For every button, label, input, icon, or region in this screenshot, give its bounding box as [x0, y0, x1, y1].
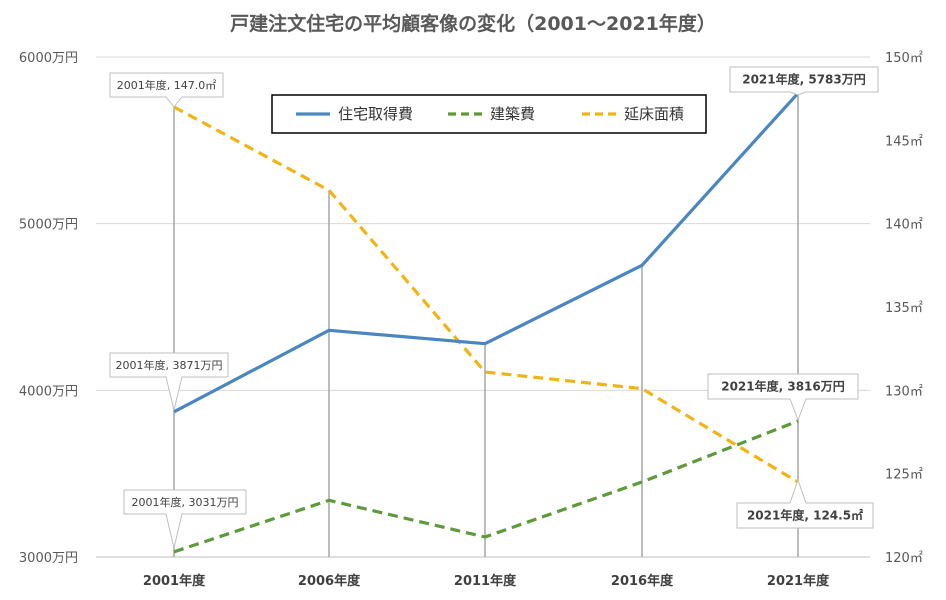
y-right-tick-label: 130㎡ — [885, 384, 923, 399]
y-right-tick-label: 135㎡ — [885, 301, 923, 316]
callout: 2021年度, 5783万円 — [729, 66, 879, 96]
callout-box — [123, 489, 247, 549]
legend-box — [271, 94, 707, 134]
category-lines — [173, 93, 799, 557]
callout-label: 2021年度, 5783万円 — [742, 72, 866, 87]
data-callouts: 2001年度, 147.0㎡ 2001年度, 3871万円 2001年度, 3031… — [109, 66, 879, 549]
x-tick-label: 2006年度 — [298, 573, 361, 589]
x-axis: 2001年度 2006年度 2011年度 2016年度 2021年度 — [143, 573, 830, 589]
callout-label: 2001年度, 3871万円 — [116, 358, 223, 372]
callout: 2001年度, 3871万円 — [109, 352, 229, 411]
y-axis-left: 6000万円 5000万円 4000万円 3000万円 — [19, 51, 78, 566]
x-tick-label: 2016年度 — [611, 573, 674, 589]
callout-box — [736, 478, 874, 529]
x-tick-label: 2001年度 — [143, 573, 206, 589]
legend-label-0: 住宅取得費 — [338, 105, 413, 123]
y-right-tick-label: 140㎡ — [885, 218, 923, 233]
callout-label: 2001年度, 3031万円 — [132, 495, 239, 509]
y-right-tick-label: 145㎡ — [885, 134, 923, 149]
callout: 2001年度, 3031万円 — [123, 489, 247, 549]
y-right-tick-label: 150㎡ — [885, 51, 923, 66]
callout-box — [707, 373, 859, 422]
callout: 2021年度, 124.5㎡ — [736, 478, 874, 529]
callout-label: 2021年度, 3816万円 — [721, 379, 845, 394]
callout: 2001年度, 147.0㎡ — [109, 72, 224, 108]
callout-label: 2021年度, 124.5㎡ — [747, 508, 863, 523]
x-tick-label: 2021年度 — [767, 573, 830, 589]
y-axis-right: 150㎡ 145㎡ 140㎡ 135㎡ 130㎡ 125㎡ 120㎡ — [885, 51, 923, 566]
y-right-tick-label: 125㎡ — [885, 468, 923, 483]
y-left-tick-label: 3000万円 — [19, 551, 78, 566]
chart-title: 戸建注文住宅の平均顧客像の変化（2001～2021年度） — [230, 12, 716, 35]
series-line-1 — [173, 419, 799, 554]
legend-label-2: 延床面積 — [624, 105, 684, 123]
y-left-tick-label: 4000万円 — [19, 384, 78, 399]
legend: 住宅取得費 建築費 延床面積 — [271, 94, 707, 134]
callout-box — [109, 352, 229, 411]
grid — [96, 56, 870, 558]
legend-label-1: 建築費 — [490, 105, 535, 123]
y-left-tick-label: 5000万円 — [19, 218, 78, 233]
callout-label: 2001年度, 147.0㎡ — [117, 78, 216, 92]
callout-box — [729, 66, 879, 96]
y-right-tick-label: 120㎡ — [885, 551, 923, 566]
series-line-2 — [173, 105, 799, 484]
series-line-0 — [173, 92, 800, 414]
series-group — [173, 92, 800, 554]
callout-box — [109, 72, 224, 108]
y-left-tick-label: 6000万円 — [19, 51, 78, 66]
callout: 2021年度, 3816万円 — [707, 373, 859, 422]
x-tick-label: 2011年度 — [454, 573, 517, 589]
